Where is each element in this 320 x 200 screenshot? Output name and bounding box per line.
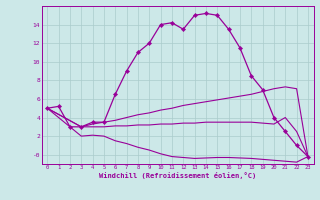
X-axis label: Windchill (Refroidissement éolien,°C): Windchill (Refroidissement éolien,°C) — [99, 172, 256, 179]
